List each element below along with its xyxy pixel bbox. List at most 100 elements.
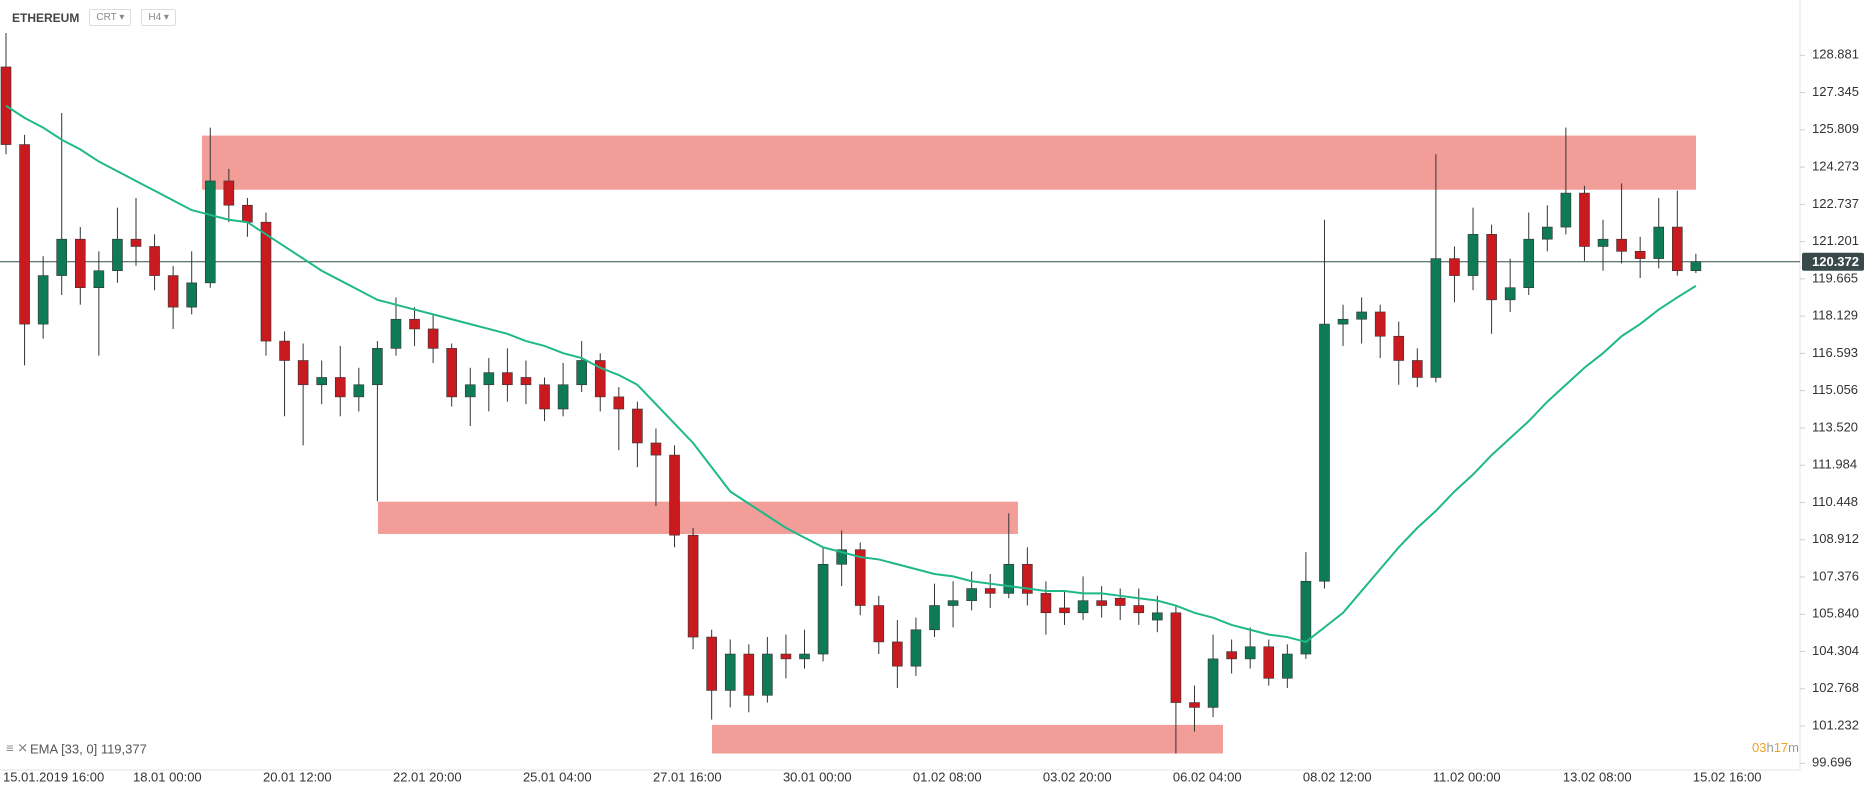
y-tick-label: 121.201 [1812, 233, 1859, 248]
candle-body [780, 653, 792, 660]
candle-body [724, 653, 736, 691]
y-tick-label: 102.768 [1812, 680, 1859, 695]
candle-body [372, 348, 383, 386]
x-tick-label: 11.02 00:00 [1433, 769, 1501, 784]
candle-body [1356, 311, 1367, 320]
candle-body [762, 653, 773, 696]
candle-body [1152, 612, 1163, 621]
interval[interactable]: H4 ▾ [141, 9, 176, 26]
candle-body [557, 384, 569, 410]
candle-body [1560, 192, 1572, 228]
countdown-part: 17 [1774, 740, 1788, 755]
y-tick-label: 104.304 [1812, 643, 1859, 658]
y-tick-label: 118.129 [1812, 308, 1858, 323]
x-tick-label: 22.01 20:00 [393, 769, 462, 784]
candle-body [669, 454, 680, 536]
candle-body [316, 377, 327, 386]
y-tick-label: 115.056 [1812, 382, 1858, 397]
candle-body [1412, 360, 1423, 378]
candle-body [1133, 605, 1145, 614]
candle-body [947, 600, 959, 606]
candle-body [427, 328, 439, 349]
candle-body [743, 653, 755, 696]
x-tick-label: 20.01 12:00 [263, 769, 332, 784]
candle-body [817, 563, 829, 655]
x-tick-label: 15.01.2019 16:00 [3, 769, 104, 784]
candle-body [650, 442, 662, 456]
candle-body [112, 238, 123, 272]
chart-type[interactable]: CRT ▾ [89, 9, 132, 26]
x-tick-label: 25.01 04:00 [523, 769, 592, 784]
y-tick-label: 110.448 [1812, 494, 1858, 509]
candle-body [483, 372, 495, 386]
y-tick-label: 119.665 [1812, 270, 1858, 285]
candle-body [594, 360, 606, 398]
candle-body [260, 221, 272, 342]
candle-body [1077, 600, 1089, 614]
y-tick-label: 127.345 [1812, 84, 1859, 99]
chart-type-label: CRT [96, 12, 117, 23]
candle-body [1096, 600, 1107, 606]
countdown-part: h [1766, 740, 1773, 755]
countdown: 03h17m [1752, 740, 1799, 755]
candle-body [297, 360, 309, 386]
candle-body [1374, 311, 1386, 337]
ema-legend: EMA [33, 0] 119,377 [30, 741, 147, 756]
candle-body [130, 238, 142, 247]
candle-body [334, 377, 346, 398]
candle-body [1114, 597, 1126, 606]
candle-body [464, 384, 476, 398]
x-tick-label: 06.02 04:00 [1173, 769, 1242, 784]
candle-body [966, 588, 977, 601]
x-tick-label: 15.02 16:00 [1693, 769, 1762, 784]
candle-body [1523, 238, 1535, 289]
candle-body [576, 360, 587, 386]
y-tick-label: 124.273 [1812, 158, 1859, 173]
candle-body [1672, 226, 1683, 272]
candle-body [984, 588, 996, 594]
candle-body [1040, 593, 1052, 614]
ema-line [5, 104, 1697, 643]
candle-body [687, 534, 699, 638]
candle-body [37, 275, 49, 325]
candle-body [56, 238, 68, 276]
candle-body [167, 275, 179, 308]
candle-body [1634, 251, 1646, 259]
x-tick-label: 27.01 16:00 [653, 769, 722, 784]
candle-body [854, 549, 866, 606]
ema-legend-icon: ≡ ✕ [6, 740, 28, 755]
y-tick-label: 105.840 [1812, 606, 1859, 621]
y-tick-label: 99.696 [1812, 755, 1852, 770]
candle-body [242, 204, 253, 223]
zone [378, 501, 1018, 534]
interval-label: H4 [148, 12, 162, 23]
candle-body [1207, 658, 1219, 708]
candle-body [1059, 607, 1070, 614]
candle-body [1022, 563, 1033, 594]
symbol[interactable]: ETHEREUM [12, 10, 80, 25]
y-tick-label: 111.984 [1812, 457, 1857, 472]
candle-body [1263, 646, 1275, 679]
y-tick-label: 107.376 [1812, 568, 1859, 583]
candle-body [1449, 258, 1460, 276]
current-price-box [1802, 252, 1864, 271]
candle-body [93, 270, 105, 289]
candle-body [204, 180, 216, 284]
header: ETHEREUM CRT ▾ H4 ▾ [12, 9, 176, 26]
x-tick-label: 08.02 12:00 [1303, 769, 1372, 784]
y-tick-label: 113.520 [1812, 419, 1858, 434]
candle-body [502, 372, 513, 386]
zone [712, 724, 1223, 754]
candle-body [1244, 646, 1256, 660]
candle-body [1579, 192, 1590, 247]
x-tick-label: 01.02 08:00 [913, 769, 982, 784]
y-tick-label: 116.593 [1812, 345, 1858, 360]
candle-body [223, 180, 235, 206]
candle-body [632, 408, 643, 444]
candle-body [1504, 287, 1516, 301]
candle-body [1282, 653, 1293, 679]
countdown-part: 03 [1752, 740, 1766, 755]
candle-body [892, 641, 903, 667]
candle-body [1542, 226, 1553, 240]
